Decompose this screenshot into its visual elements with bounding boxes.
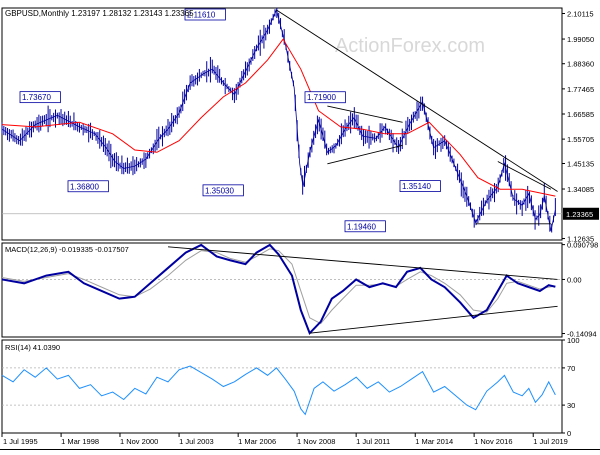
x-tick-label: 1 Jul 2003 [179, 437, 214, 446]
x-tick-label: 1 Nov 2016 [474, 437, 512, 446]
x-tick-label: 1 Mar 2006 [238, 437, 276, 446]
price-annotation: 1.73670 [22, 93, 51, 102]
x-tick-label: 1 Nov 2000 [120, 437, 158, 446]
price-annotation: 1.36800 [70, 182, 99, 191]
price-annotation: 1.35030 [205, 186, 234, 195]
macd-trendline [167, 246, 558, 280]
price-annotation-box [202, 184, 244, 197]
x-tick-label: 1 Jul 1995 [3, 437, 38, 446]
x-tick-label: 1 Jul 2019 [533, 437, 568, 446]
rsi-tick-label: 70 [567, 364, 575, 373]
price-header: GBPUSD,Monthly 1.23197 1.28132 1.23143 1… [5, 9, 194, 18]
price-annotation: 1.35140 [402, 182, 431, 191]
x-tick-label: 1 Mar 1998 [61, 437, 99, 446]
moving-average-line [1, 38, 556, 197]
price-annotation-box [19, 91, 61, 104]
x-tick-label: 1 Nov 2008 [297, 437, 335, 446]
macd-tick-label: 0.00 [567, 275, 582, 284]
price-line [1, 8, 556, 231]
x-tick-label: 1 Jul 2011 [356, 437, 390, 446]
rsi-tick-label: 100 [567, 336, 580, 345]
current-price-label: 1.23365 [566, 210, 593, 219]
macd-trendline [309, 305, 558, 334]
rsi-header: RSI(14) 41.0390 [5, 343, 60, 352]
current-price-box [563, 207, 599, 220]
price-tick-label: 1.99050 [567, 35, 594, 44]
price-tick-label: 2.10115 [567, 10, 594, 19]
price-annotation-box [67, 180, 109, 193]
price-tick-label: 1.12635 [567, 235, 594, 244]
price-trendline [497, 161, 552, 190]
price-annotation: 1.19460 [347, 222, 376, 231]
price-annotation: 2.11610 [187, 11, 216, 20]
rsi-panel-frame [1, 339, 563, 434]
price-annotation-box [184, 8, 226, 21]
macd-panel-frame [1, 242, 563, 338]
rsi-line [1, 365, 556, 416]
price-trendline [327, 144, 403, 165]
rsi-tick-label: 30 [567, 401, 575, 410]
macd-line [1, 243, 556, 335]
price-trendline [276, 9, 558, 192]
price-tick-label: 1.66585 [567, 110, 594, 119]
macd-tick-label: -0.14094 [567, 330, 597, 339]
x-tick-label: 1 Mar 2014 [415, 437, 453, 446]
rsi-tick-label: 0 [567, 429, 571, 438]
watermark: ActionForex.com [335, 35, 485, 57]
price-trendline [327, 105, 403, 123]
price-tick-label: 1.88360 [567, 60, 594, 69]
price-annotation-box [304, 91, 346, 104]
price-tick-label: 1.45135 [567, 160, 594, 169]
price-annotation-box [399, 180, 441, 192]
price-tick-label: 1.77465 [567, 85, 594, 94]
macd-header: MACD(12,26,9) -0.019335 -0.017507 [5, 245, 129, 254]
macd-tick-label: 0.090798 [567, 241, 598, 250]
price-annotation: 1.71900 [307, 93, 336, 102]
price-annotation-box [344, 220, 386, 233]
price-tick-label: 1.34085 [567, 185, 594, 194]
price-tick-label: 1.55705 [567, 135, 594, 144]
